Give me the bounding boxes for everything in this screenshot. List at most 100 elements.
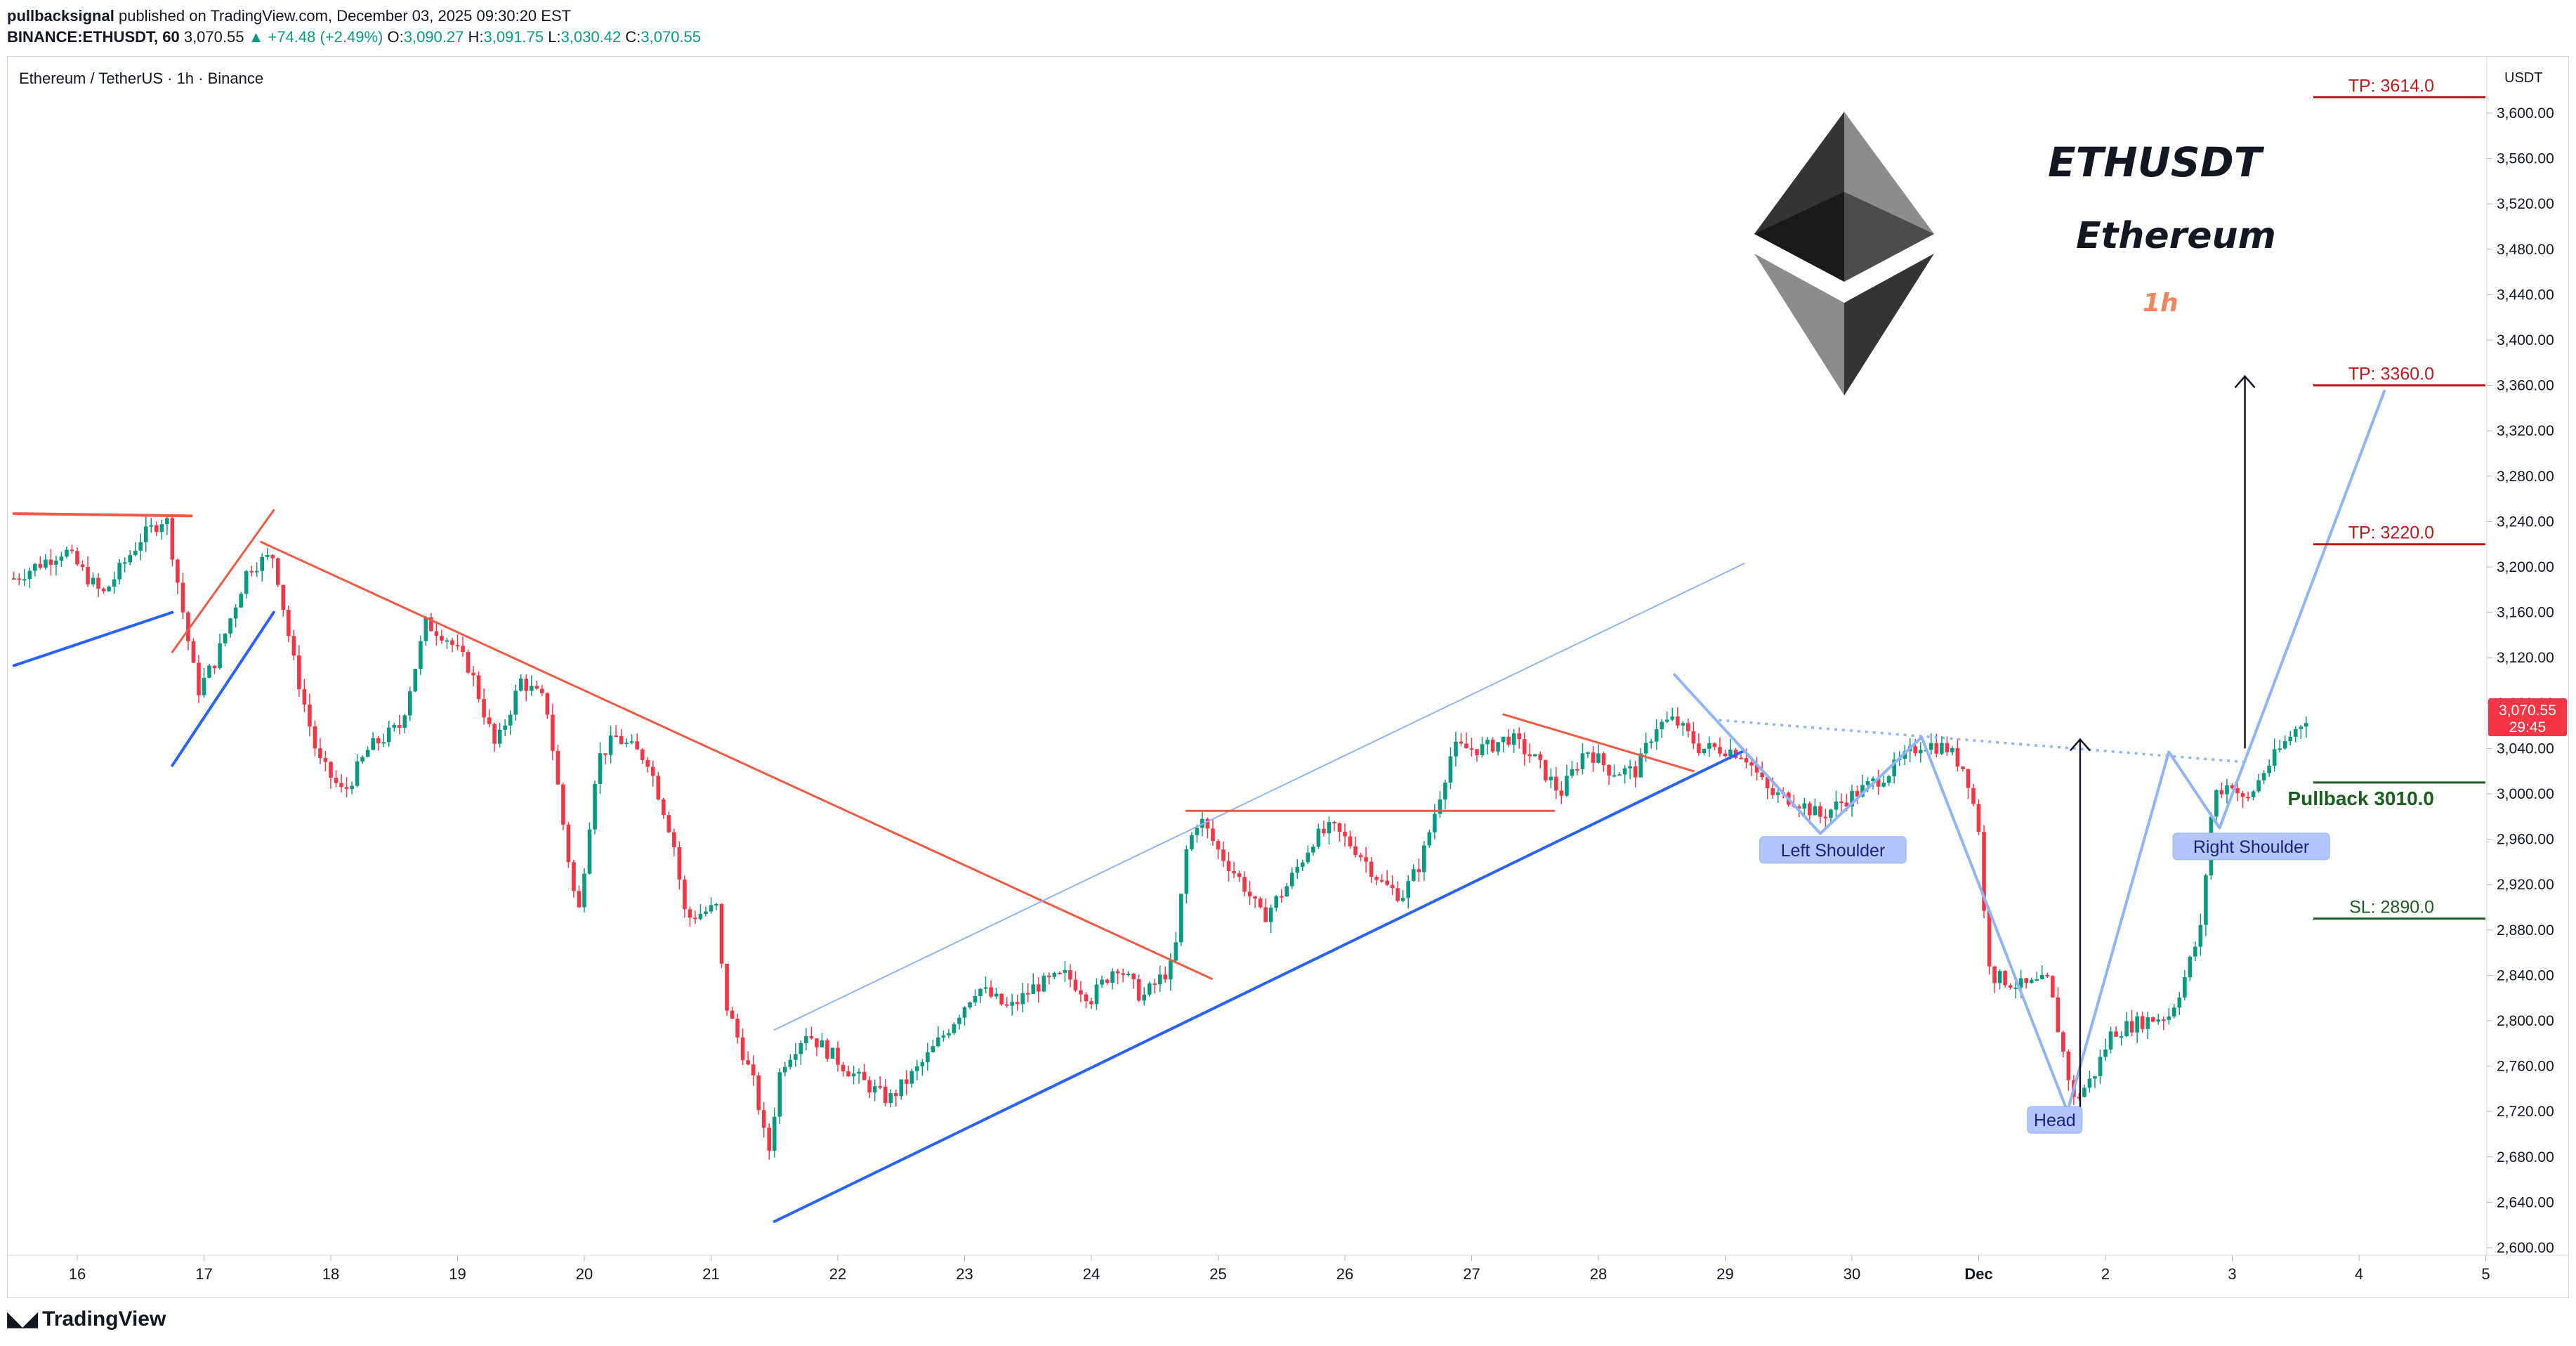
candle-body [503, 725, 507, 730]
candle-body [265, 554, 270, 557]
candle-body [1823, 816, 1828, 818]
current-price-label: 3,070.55 [2499, 703, 2556, 719]
chart-frame[interactable]: Ethereum / TetherUS · 1h · Binance USDT 3,… [7, 56, 2569, 1298]
trend-line[interactable] [260, 540, 1213, 980]
candle-body [1105, 979, 1110, 983]
candle-body [2272, 749, 2277, 766]
candle-body [777, 1072, 782, 1117]
candle-body [2246, 797, 2250, 799]
candle-body [1501, 736, 1506, 743]
price-chart[interactable]: Ethereum / TetherUS · 1h · Binance USDT 3,… [8, 57, 2568, 1298]
candle-body [931, 1046, 935, 1052]
trend-line[interactable] [1502, 713, 1695, 773]
pattern-label-box [2172, 832, 2330, 861]
tradingview-brand[interactable]: ◣◢ TradingView [7, 1307, 166, 1331]
trend-line[interactable] [12, 610, 174, 667]
candle-body [725, 963, 729, 1011]
candle-body [2045, 974, 2050, 976]
candle-body [155, 525, 159, 532]
trend-line[interactable] [171, 610, 275, 767]
candle-body [1015, 1002, 1020, 1005]
candle-body [466, 652, 471, 673]
candle-body [1744, 758, 1749, 763]
candle-body [1379, 880, 1384, 882]
candle-body [1289, 873, 1294, 887]
candle-body [1712, 743, 1717, 747]
candle-body [1395, 888, 1400, 901]
candle-body [2293, 728, 2298, 737]
high-label: H: [468, 28, 484, 46]
candle-body [170, 518, 175, 560]
candle-body [857, 1071, 861, 1074]
candle-body [239, 594, 243, 608]
candle-body [1850, 790, 1854, 807]
time-tick-label: 19 [449, 1265, 466, 1283]
candle-body [645, 759, 650, 767]
candle-body [518, 679, 523, 691]
trend-line[interactable] [12, 512, 193, 518]
candle-body [2267, 766, 2271, 773]
candle-body [1406, 880, 1411, 899]
close-label: C: [625, 28, 641, 46]
candle-body [1121, 973, 1125, 975]
time-tick-label: 3 [2228, 1265, 2236, 1283]
candle-body [740, 1037, 745, 1061]
candle-body [2278, 748, 2282, 750]
candle-body [1174, 942, 1178, 961]
candle-body [1110, 971, 1115, 983]
candle-body [2124, 1021, 2129, 1036]
candle-body [1232, 871, 1236, 874]
candle-body [344, 787, 349, 790]
candle-body [1802, 803, 1807, 809]
candle-body [1047, 975, 1051, 977]
candle-body [534, 686, 539, 689]
candle-body [1681, 723, 1685, 726]
candle-body [1844, 802, 1849, 807]
candle-body [1860, 785, 1865, 797]
trend-line[interactable] [773, 563, 1745, 1031]
candle-body [767, 1128, 772, 1151]
candle-body [1723, 753, 1728, 757]
candle-body [704, 911, 708, 915]
candle-body [1073, 979, 1078, 991]
candle-body [2061, 1032, 2065, 1052]
candle-body [1871, 778, 1875, 782]
candle-body [1385, 880, 1389, 885]
candle-body [297, 655, 301, 690]
candle-body [176, 559, 180, 583]
candle-body [1274, 896, 1279, 908]
author-name[interactable]: pullbacksignal [7, 7, 114, 25]
neckline-dotted[interactable] [1719, 719, 2245, 764]
candle-body [44, 559, 48, 568]
candle-body [1601, 753, 1606, 766]
trend-line[interactable] [171, 509, 275, 653]
overlay-name: Ethereum [2076, 215, 2276, 257]
trend-line[interactable] [1673, 389, 2386, 1113]
publish-line: pullbacksignal published on TradingView.… [7, 6, 701, 27]
candle-body [1142, 994, 1147, 1001]
time-tick-label: 21 [702, 1265, 719, 1283]
candle-body [392, 725, 397, 728]
candle-body [1301, 862, 1305, 867]
candle-body [540, 688, 544, 693]
candle-body [1332, 822, 1336, 824]
price-tick-label: 2,840.00 [2497, 967, 2554, 984]
candle-body [434, 631, 439, 636]
candle-body [794, 1054, 798, 1060]
candle-body [1670, 716, 1675, 720]
level-label: Pullback 3010.0 [2287, 788, 2434, 809]
axis-unit-label: USDT [2504, 70, 2542, 86]
candle-body [365, 750, 370, 757]
candle-body [603, 753, 607, 755]
candle-body [1025, 993, 1030, 995]
candle-body [746, 1060, 750, 1065]
candle-body [54, 561, 58, 565]
candle-body [223, 633, 228, 643]
candle-body [1337, 823, 1342, 832]
trend-line[interactable] [773, 749, 1746, 1223]
candle-body [825, 1040, 829, 1059]
candle-body [1263, 907, 1268, 922]
pattern-label: Head [2034, 1111, 2076, 1130]
price-tick-label: 3,120.00 [2497, 650, 2554, 666]
candle-body [1417, 869, 1421, 873]
